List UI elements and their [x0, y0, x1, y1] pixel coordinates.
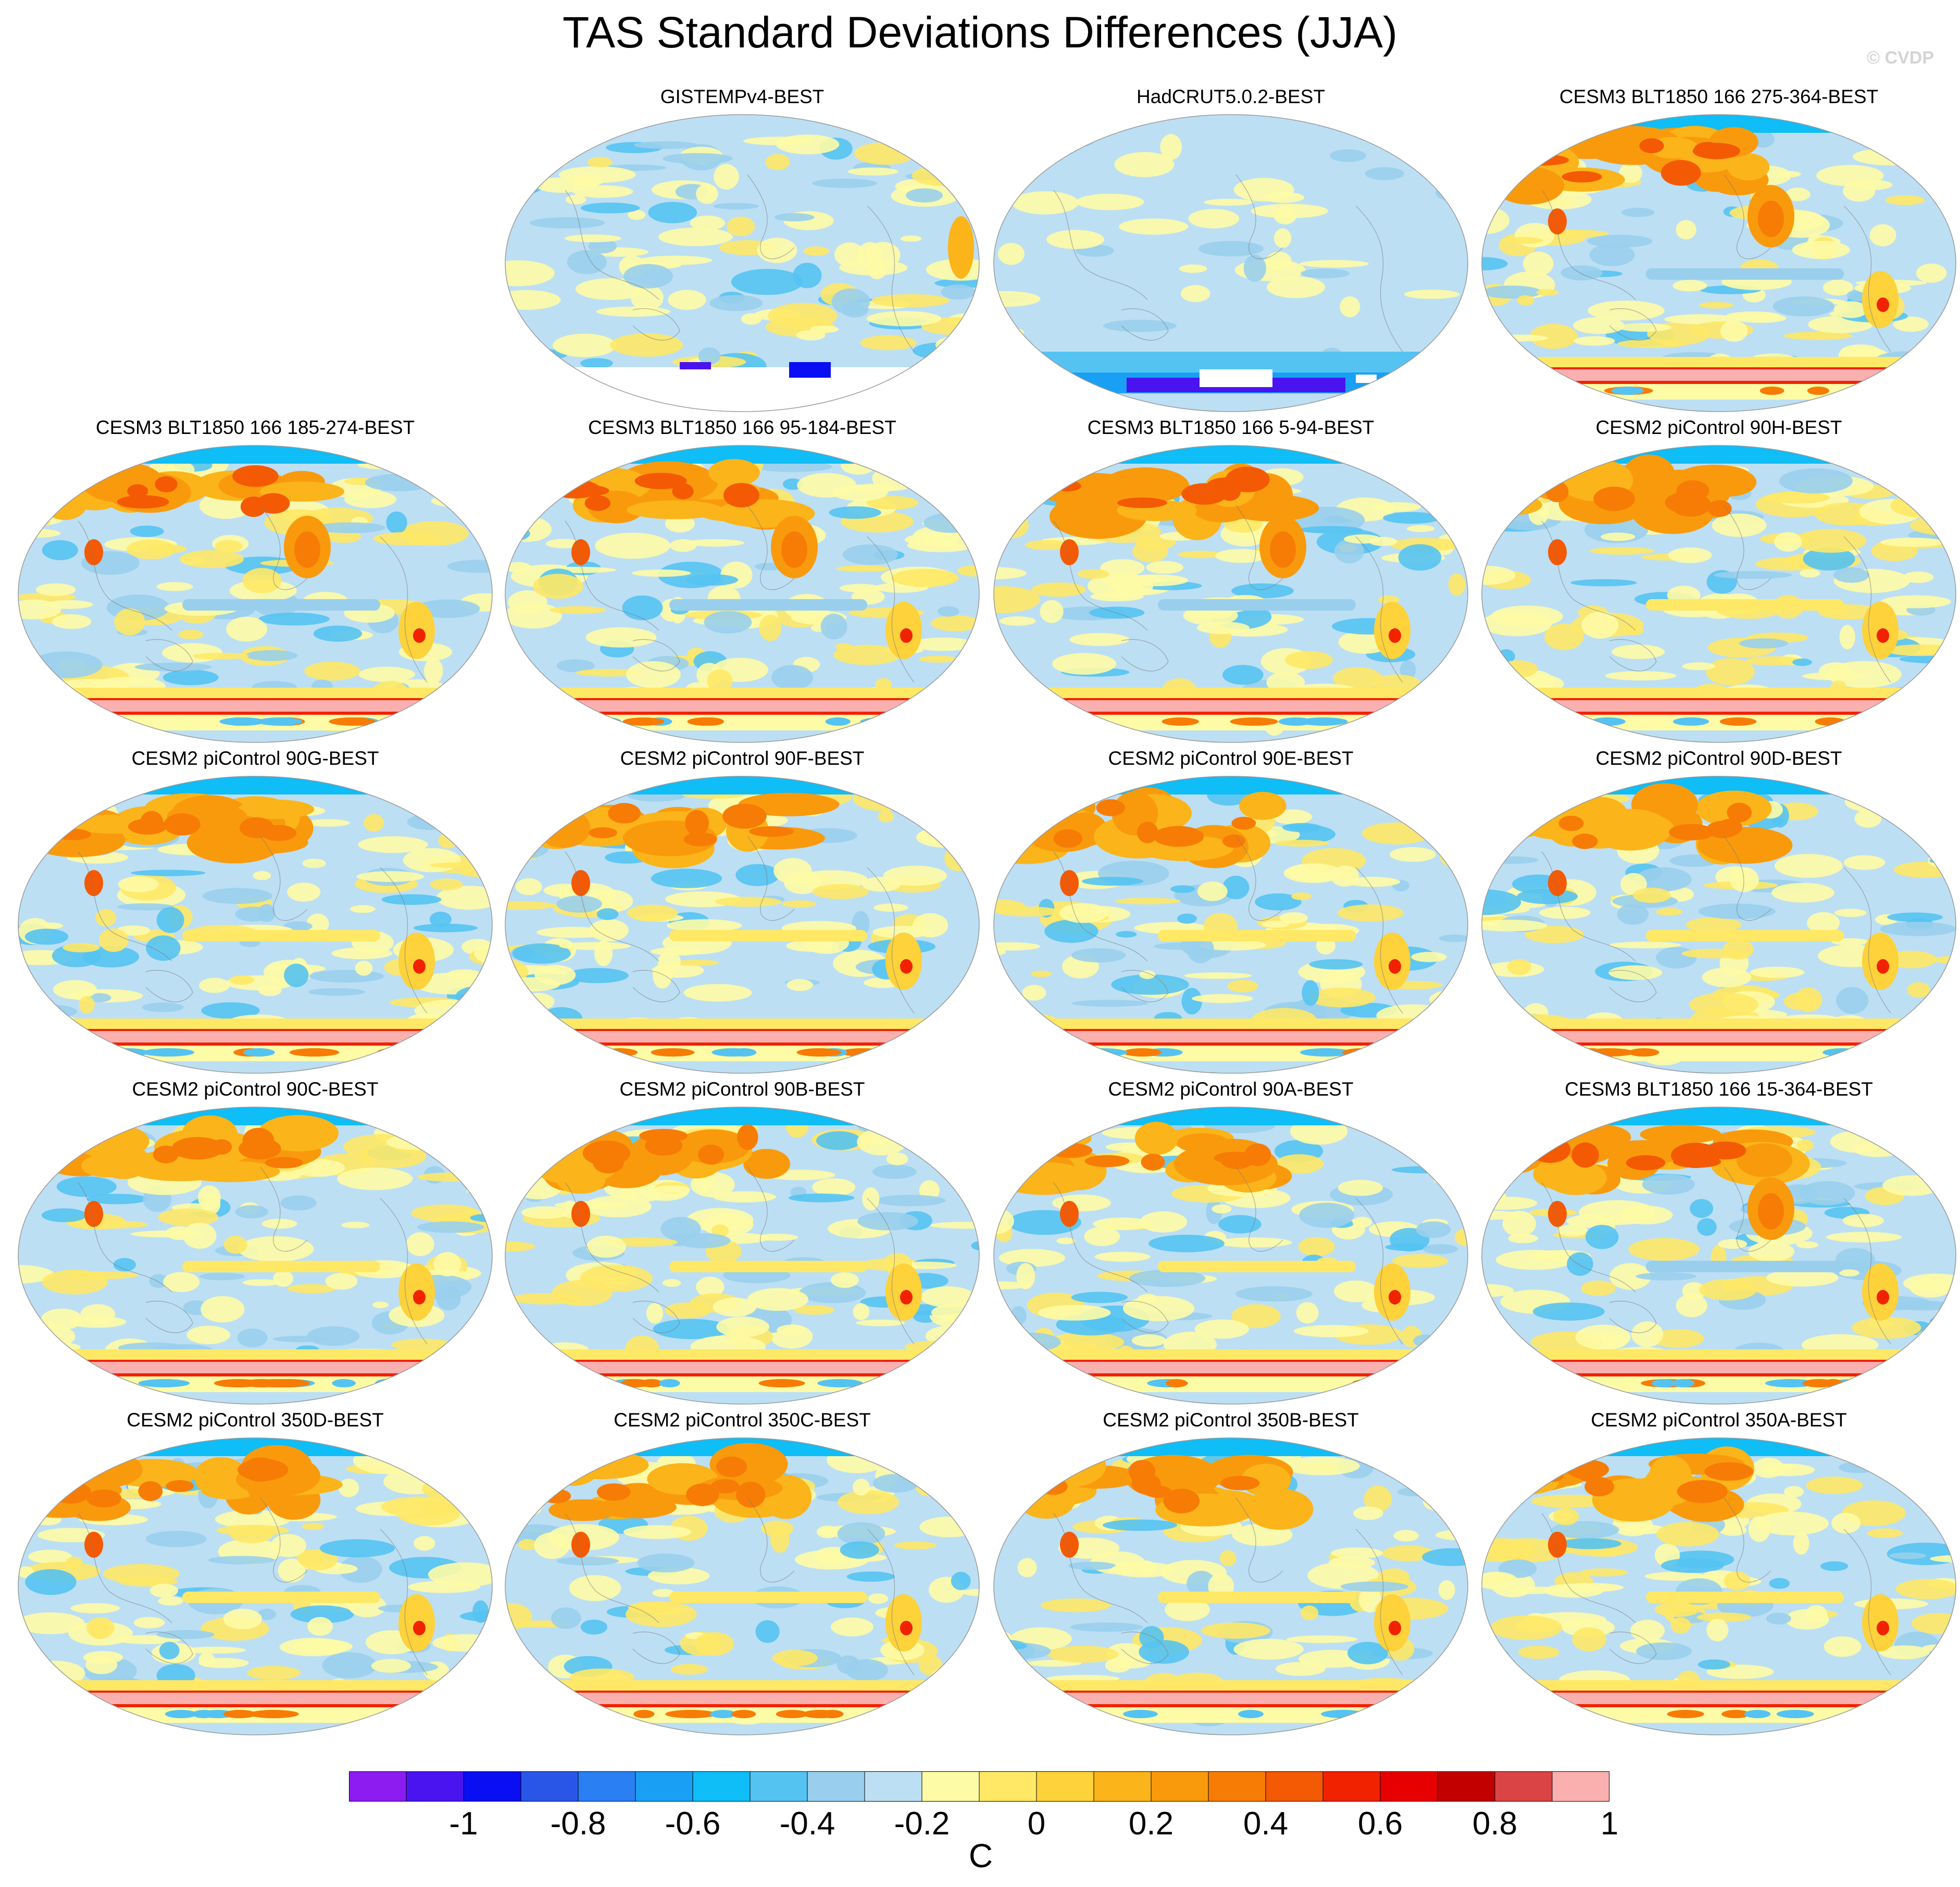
world-map — [505, 114, 980, 412]
map-panel: CESM2 piControl 90G-BEST — [10, 748, 500, 1076]
map-panel: CESM3 BLT1850 166 185-274-BEST — [10, 417, 500, 745]
panel-title: CESM2 piControl 350D-BEST — [127, 1409, 384, 1431]
colorbar-swatch — [865, 1771, 922, 1802]
map-panel: CESM2 piControl 350C-BEST — [497, 1409, 987, 1737]
map-panel: CESM2 piControl 90A-BEST — [986, 1078, 1476, 1407]
panel-title: CESM2 piControl 350A-BEST — [1591, 1409, 1847, 1431]
colorbar-swatch — [406, 1771, 464, 1802]
colorbar-swatch — [1266, 1771, 1324, 1802]
world-map — [993, 1437, 1468, 1735]
panel-title: CESM2 piControl 90C-BEST — [132, 1078, 379, 1100]
world-map — [505, 445, 980, 743]
world-map — [18, 445, 493, 743]
colorbar-swatch — [1323, 1771, 1381, 1802]
colorbar-swatch — [521, 1771, 579, 1802]
figure-title: TAS Standard Deviations Differences (JJA… — [563, 8, 1397, 57]
map-panel: CESM2 piControl 90H-BEST — [1474, 417, 1960, 745]
colorbar-swatch — [693, 1771, 751, 1802]
map-panel: CESM2 piControl 350D-BEST — [10, 1409, 500, 1737]
colorbar-tick-label: -0.4 — [779, 1806, 835, 1842]
map-panel: GISTEMPv4-BEST — [497, 86, 987, 414]
panel-title: CESM2 piControl 90A-BEST — [1108, 1078, 1354, 1100]
panel-title: CESM2 piControl 90H-BEST — [1595, 417, 1842, 438]
colorbar-tick-label: -0.6 — [665, 1806, 721, 1842]
world-map — [1481, 1437, 1956, 1735]
map-panel: HadCRUT5.0.2-BEST — [986, 86, 1476, 414]
colorbar-swatch — [635, 1771, 693, 1802]
world-map — [18, 776, 493, 1074]
colorbar-swatch — [979, 1771, 1037, 1802]
colorbar-swatch — [1552, 1771, 1609, 1802]
colorbar-tick-label: 0.8 — [1472, 1806, 1518, 1842]
map-panel: CESM2 piControl 90B-BEST — [497, 1078, 987, 1407]
world-map — [18, 1437, 493, 1735]
map-panel: CESM3 BLT1850 166 15-364-BEST — [1474, 1078, 1960, 1407]
world-map — [1481, 776, 1956, 1074]
colorbar-swatch — [1208, 1771, 1266, 1802]
colorbar-swatch — [1380, 1771, 1438, 1802]
colorbar-unit: C — [968, 1837, 993, 1874]
panel-title: CESM2 piControl 90E-BEST — [1108, 748, 1354, 769]
panel-title: CESM2 piControl 90F-BEST — [620, 748, 865, 769]
colorbar-swatch — [578, 1771, 636, 1802]
colorbar-tick-label: 0 — [1027, 1806, 1046, 1842]
colorbar-swatch — [750, 1771, 808, 1802]
world-map — [993, 445, 1468, 743]
panel-title: CESM3 BLT1850 166 15-364-BEST — [1565, 1078, 1873, 1100]
world-map — [505, 1437, 980, 1735]
colorbar-swatch — [1495, 1771, 1553, 1802]
panel-title: CESM3 BLT1850 166 275-364-BEST — [1559, 86, 1879, 107]
panel-title: CESM2 piControl 350C-BEST — [614, 1409, 871, 1431]
world-map — [505, 1107, 980, 1405]
panel-title: CESM3 BLT1850 166 95-184-BEST — [588, 417, 896, 438]
world-map — [505, 776, 980, 1074]
map-panel: CESM2 piControl 90F-BEST — [497, 748, 987, 1076]
world-map — [1481, 445, 1956, 743]
world-map — [18, 1107, 493, 1405]
world-map — [1481, 114, 1956, 412]
map-panel: CESM2 piControl 350B-BEST — [986, 1409, 1476, 1737]
panel-title: CESM2 piControl 90B-BEST — [619, 1078, 865, 1100]
map-panel: CESM3 BLT1850 166 275-364-BEST — [1474, 86, 1960, 414]
panel-title: CESM3 BLT1850 166 185-274-BEST — [95, 417, 415, 438]
map-panel: CESM2 piControl 90E-BEST — [986, 748, 1476, 1076]
colorbar-swatch — [807, 1771, 865, 1802]
colorbar-swatch — [1151, 1771, 1209, 1802]
colorbar-tick-label: 0.6 — [1357, 1806, 1403, 1842]
colorbar-tick-label: 0.4 — [1243, 1806, 1289, 1842]
colorbar-tick-label: -0.8 — [550, 1806, 606, 1842]
watermark: © CVDP — [1867, 48, 1934, 68]
colorbar-tick-label: 0.2 — [1128, 1806, 1174, 1842]
colorbar — [349, 1771, 1609, 1802]
world-map — [993, 114, 1468, 412]
colorbar-tick-label: -0.2 — [894, 1806, 950, 1842]
panel-title: CESM2 piControl 350B-BEST — [1103, 1409, 1359, 1431]
colorbar-tick-label: -1 — [449, 1806, 478, 1842]
colorbar-swatch — [464, 1771, 521, 1802]
world-map — [993, 776, 1468, 1074]
panel-title: CESM2 piControl 90D-BEST — [1595, 748, 1842, 769]
colorbar-swatch — [1438, 1771, 1495, 1802]
map-panel: CESM2 piControl 350A-BEST — [1474, 1409, 1960, 1737]
colorbar-swatch — [349, 1771, 407, 1802]
map-panel: CESM2 piControl 90C-BEST — [10, 1078, 500, 1407]
world-map — [1481, 1107, 1956, 1405]
panel-title: GISTEMPv4-BEST — [660, 86, 825, 107]
map-panel: CESM2 piControl 90D-BEST — [1474, 748, 1960, 1076]
colorbar-tick-label: 1 — [1600, 1806, 1619, 1842]
map-panel: CESM3 BLT1850 166 5-94-BEST — [986, 417, 1476, 745]
panel-title: CESM2 piControl 90G-BEST — [131, 748, 379, 769]
colorbar-swatch — [922, 1771, 980, 1802]
panel-title: CESM3 BLT1850 166 5-94-BEST — [1087, 417, 1375, 438]
map-panel: CESM3 BLT1850 166 95-184-BEST — [497, 417, 987, 745]
colorbar-swatch — [1037, 1771, 1094, 1802]
panel-title: HadCRUT5.0.2-BEST — [1137, 86, 1325, 107]
world-map — [993, 1107, 1468, 1405]
colorbar-swatch — [1094, 1771, 1152, 1802]
